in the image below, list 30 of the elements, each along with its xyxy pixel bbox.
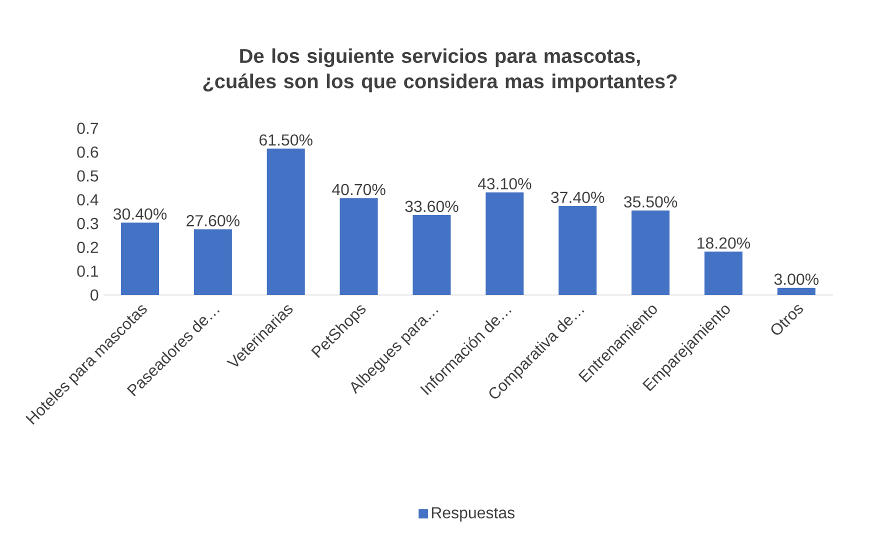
y-tick-label: 0.4	[77, 194, 98, 206]
bar	[194, 229, 232, 295]
bar	[777, 288, 816, 295]
data-label: 35.50%	[624, 196, 678, 208]
bar	[704, 252, 742, 295]
y-tick-label: 0	[90, 289, 98, 301]
y-tick-label: 0.6	[77, 146, 98, 158]
data-label: 30.40%	[113, 208, 167, 220]
bar	[121, 222, 160, 295]
y-tick-label: 0.7	[77, 122, 98, 134]
y-tick-label: 0.5	[77, 170, 98, 182]
data-label: 27.60%	[186, 215, 240, 226]
data-label: 33.60%	[405, 200, 458, 212]
data-label: 61.50%	[260, 134, 312, 146]
data-label: 3.00%	[774, 274, 819, 285]
y-tick-label: 0.3	[77, 218, 98, 230]
chart-title: De los siguiente servicios para mascotas, ¿cuáles son los que considera mas importantes?	[203, 48, 677, 92]
legend-label: Respuestas	[432, 507, 515, 522]
bar	[266, 148, 305, 295]
bar	[558, 206, 597, 295]
data-label: 18.20%	[698, 237, 750, 249]
data-label: 43.10%	[478, 178, 532, 190]
bar	[632, 210, 670, 295]
y-tick-label: 0.1	[77, 266, 98, 277]
bar	[340, 198, 378, 295]
data-label: 40.70%	[332, 184, 386, 196]
bar	[486, 192, 524, 295]
data-label: 37.40%	[551, 192, 604, 204]
y-tick-label: 0.2	[77, 242, 98, 254]
bar	[412, 214, 451, 295]
